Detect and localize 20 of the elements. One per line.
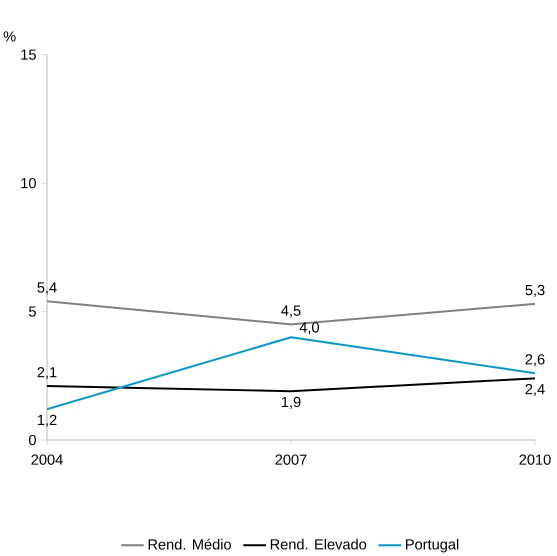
- legend-label: Rend. Médio: [148, 538, 231, 550]
- data-label: 5,4: [37, 282, 57, 294]
- y-axis-title: %: [4, 31, 16, 42]
- y-tick-label: 10: [21, 178, 36, 188]
- y-tick-label: 5: [28, 306, 36, 317]
- x-tick-label: 2010: [519, 454, 551, 465]
- y-tick-label: 15: [21, 50, 36, 60]
- data-label: 1,2: [38, 414, 56, 427]
- data-label: 2,1: [38, 367, 56, 380]
- x-tick-label: 2007: [275, 454, 307, 465]
- x-tick-label: 2004: [31, 454, 63, 465]
- data-label: 5,3: [525, 284, 545, 297]
- y-tick-label: 0: [28, 434, 36, 446]
- data-label: 4,5: [281, 306, 301, 318]
- data-label: 2,4: [526, 384, 545, 396]
- data-label: 4,0: [300, 322, 319, 334]
- data-label: 2,6: [526, 354, 545, 366]
- legend-label: Rend. Elevado: [270, 538, 366, 550]
- data-label: 1,9: [282, 396, 300, 409]
- legend-label: Portugal: [406, 538, 458, 552]
